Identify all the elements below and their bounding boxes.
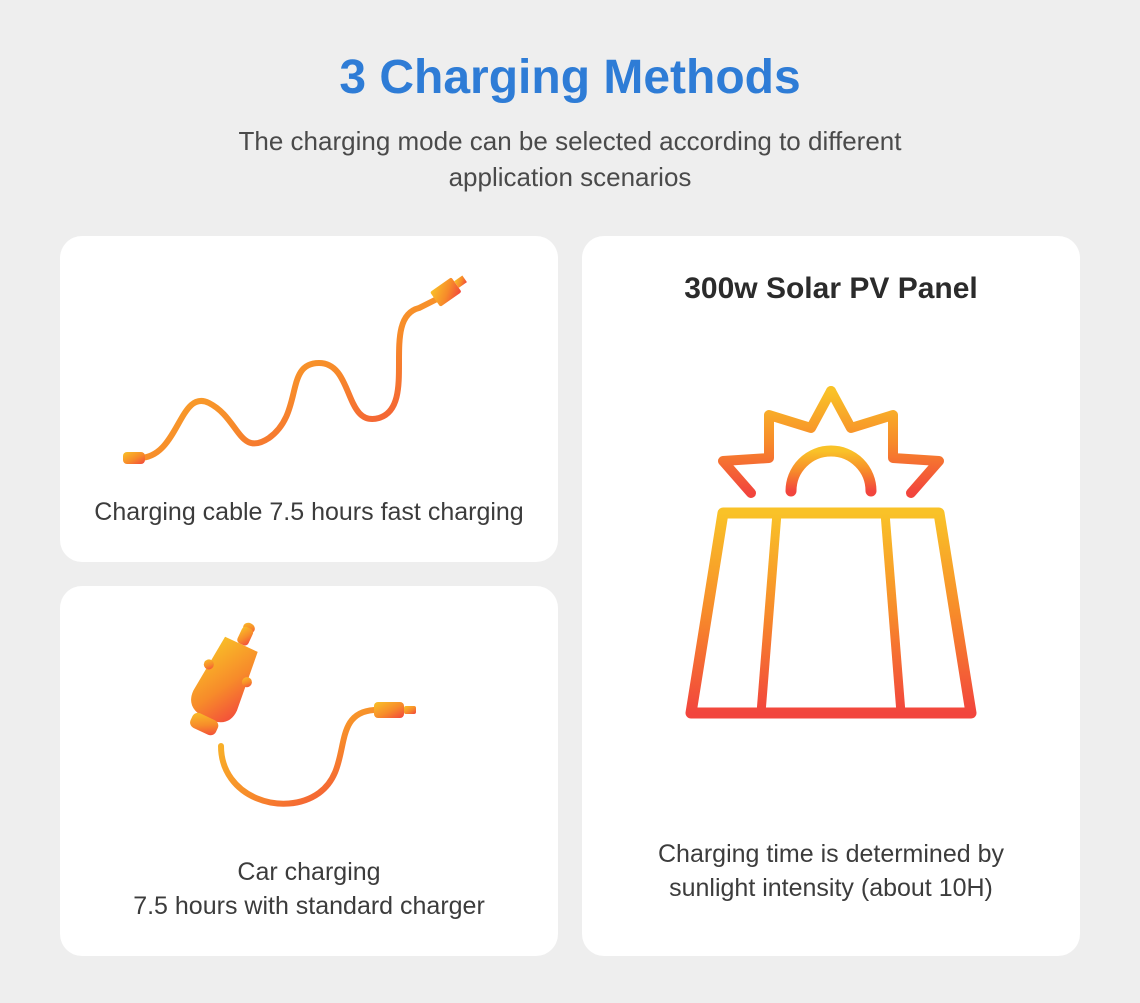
page-subtitle: The charging mode can be selected accord… — [180, 123, 960, 196]
card-cable-label: Charging cable 7.5 hours fast charging — [94, 496, 523, 530]
card-car: Car charging 7.5 hours with standard cha… — [60, 586, 558, 956]
card-cable: Charging cable 7.5 hours fast charging — [60, 236, 558, 562]
page-title: 3 Charging Methods — [60, 50, 1080, 105]
cards-grid: Charging cable 7.5 hours fast charging — [60, 236, 1080, 956]
car-charger-icon — [179, 618, 439, 838]
header: 3 Charging Methods The charging mode can… — [60, 50, 1080, 196]
solar-panel-icon — [661, 383, 1001, 743]
card-car-label: Car charging 7.5 hours with standard cha… — [133, 856, 485, 924]
cable-icon — [119, 268, 499, 478]
car-label-line1: Car charging — [237, 858, 380, 886]
card-solar: 300w Solar PV Panel — [582, 236, 1080, 956]
car-label-line2: 7.5 hours with standard charger — [133, 892, 485, 920]
card-solar-title: 300w Solar PV Panel — [684, 272, 977, 306]
card-solar-label: Charging time is determined by sunlight … — [612, 838, 1050, 906]
